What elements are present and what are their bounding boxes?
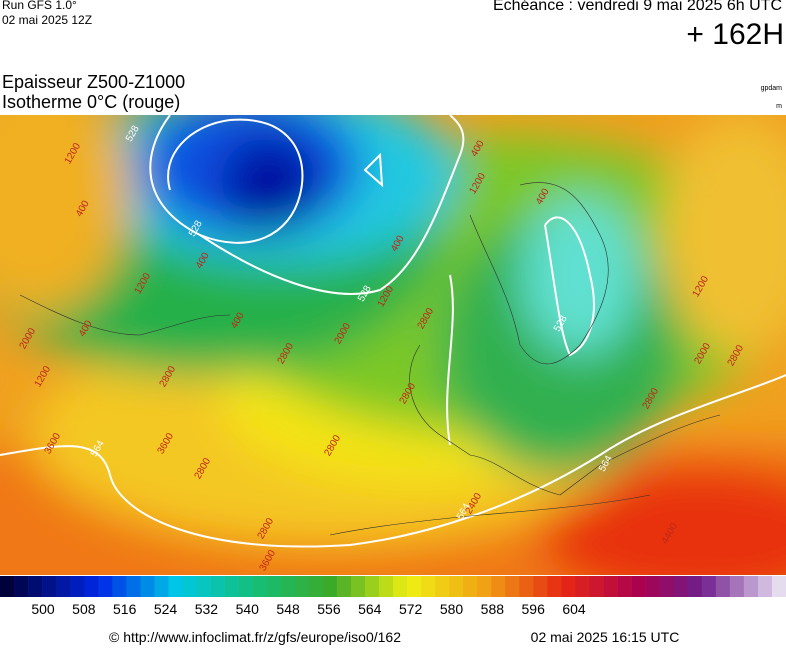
colorbar-swatch: [575, 576, 590, 597]
colorbar-swatch: [463, 576, 478, 597]
colorbar-swatch: [210, 576, 225, 597]
colorbar-swatch: [14, 576, 29, 597]
title-line: Isotherme 0°C (rouge): [2, 92, 181, 112]
colorbar-swatch: [238, 576, 253, 597]
colorbar-labels: 500 508 516 524 532 540 548 556 564 572 580 588 596 6…: [31, 601, 586, 617]
colorbar-swatch: [154, 576, 169, 597]
colorbar-swatch: [336, 576, 352, 597]
colorbar-swatch: [491, 576, 506, 597]
map: 5285285285285645645641200400400120040020…: [0, 115, 786, 575]
unit-label: m: [776, 103, 782, 110]
colorbar-swatch: [715, 576, 731, 597]
colorbar-swatch: [252, 576, 267, 597]
colorbar-swatch: [407, 576, 422, 597]
colorbar-swatch: [435, 576, 450, 597]
colorbar-swatch: [294, 576, 310, 597]
coastlines: [19, 182, 721, 536]
colorbar-swatch: [84, 576, 99, 597]
colorbar-swatch: [603, 576, 618, 597]
footer-url: © http://www.infoclimat.fr/z/gfs/europe/…: [109, 629, 401, 645]
footer-time: 02 mai 2025 16:15 UTC: [531, 629, 680, 645]
colorbar-label: 540: [236, 601, 260, 617]
colorbar-swatches: [0, 576, 786, 597]
colorbar-swatch: [659, 576, 675, 597]
colorbar-swatch: [477, 576, 492, 597]
colorbar-swatch: [196, 576, 211, 597]
colorbar-swatch: [645, 576, 660, 597]
colorbar-swatch: [112, 576, 127, 597]
colorbar-label: 516: [113, 601, 137, 617]
colorbar-swatch: [224, 576, 239, 597]
colorbar-swatch: [280, 576, 296, 597]
lead-time: + 162H: [686, 18, 784, 51]
colorbar-swatch: [168, 576, 183, 597]
colorbar-swatch: [687, 576, 703, 597]
colorbar-swatch: [308, 576, 324, 597]
colorbar-swatch: [0, 576, 15, 597]
thickness-contours: [0, 115, 786, 548]
colorbar-swatch: [673, 576, 689, 597]
colorbar-label: 604: [562, 601, 586, 617]
colorbar-label: 596: [522, 601, 546, 617]
colorbar-swatch: [701, 576, 717, 597]
colorbar-label: 500: [31, 601, 55, 617]
colorbar-swatch: [56, 576, 71, 597]
colorbar-swatch: [28, 576, 43, 597]
colorbar-swatch: [505, 576, 520, 597]
colorbar-label: 580: [440, 601, 464, 617]
colorbar-swatch: [757, 576, 773, 597]
colorbar-label: 572: [399, 601, 423, 617]
colorbar-label: 564: [358, 601, 382, 617]
colorbar-swatch: [364, 576, 380, 597]
colorbar-label: 508: [72, 601, 96, 617]
colorbar-label: 588: [481, 601, 505, 617]
valid-time: Echéance : vendredi 9 mai 2025 6h UTC: [492, 0, 782, 14]
run-date: 02 mai 2025 12Z: [2, 13, 93, 27]
colorbar: 500 508 516 524 532 540 548 556 564 572 580 588 596 6…: [0, 576, 786, 645]
colorbar-swatch: [378, 576, 394, 597]
colorbar-swatch: [350, 576, 366, 597]
colorbar-label: 556: [317, 601, 341, 617]
colorbar-swatch: [743, 576, 759, 597]
run-label: Run GFS 1.0°: [2, 0, 77, 12]
colorbar-swatch: [322, 576, 338, 597]
colorbar-swatch: [126, 576, 141, 597]
colorbar-swatch: [70, 576, 85, 597]
colorbar-swatch: [561, 576, 576, 597]
colorbar-swatch: [266, 576, 282, 597]
colorbar-swatch: [421, 576, 436, 597]
colorbar-swatch: [617, 576, 632, 597]
colorbar-swatch: [140, 576, 155, 597]
colorbar-swatch: [98, 576, 113, 597]
colorbar-swatch: [771, 576, 786, 597]
colorbar-label: 532: [195, 601, 219, 617]
colorbar-swatch: [449, 576, 464, 597]
title-line: Epaisseur Z500-Z1000: [2, 72, 186, 92]
colorbar-label: 548: [276, 601, 300, 617]
colorbar-swatch: [42, 576, 57, 597]
colorbar-swatch: [393, 576, 408, 597]
colorbar-swatch: [519, 576, 534, 597]
colorbar-swatch: [631, 576, 646, 597]
colorbar-swatch: [547, 576, 562, 597]
colorbar-swatch: [533, 576, 548, 597]
colorbar-label: 524: [154, 601, 178, 617]
colorbar-swatch: [182, 576, 197, 597]
thickness-field: [0, 115, 786, 575]
colorbar-swatch: [729, 576, 745, 597]
unit-label: gpdam: [760, 85, 782, 92]
colorbar-swatch: [589, 576, 604, 597]
